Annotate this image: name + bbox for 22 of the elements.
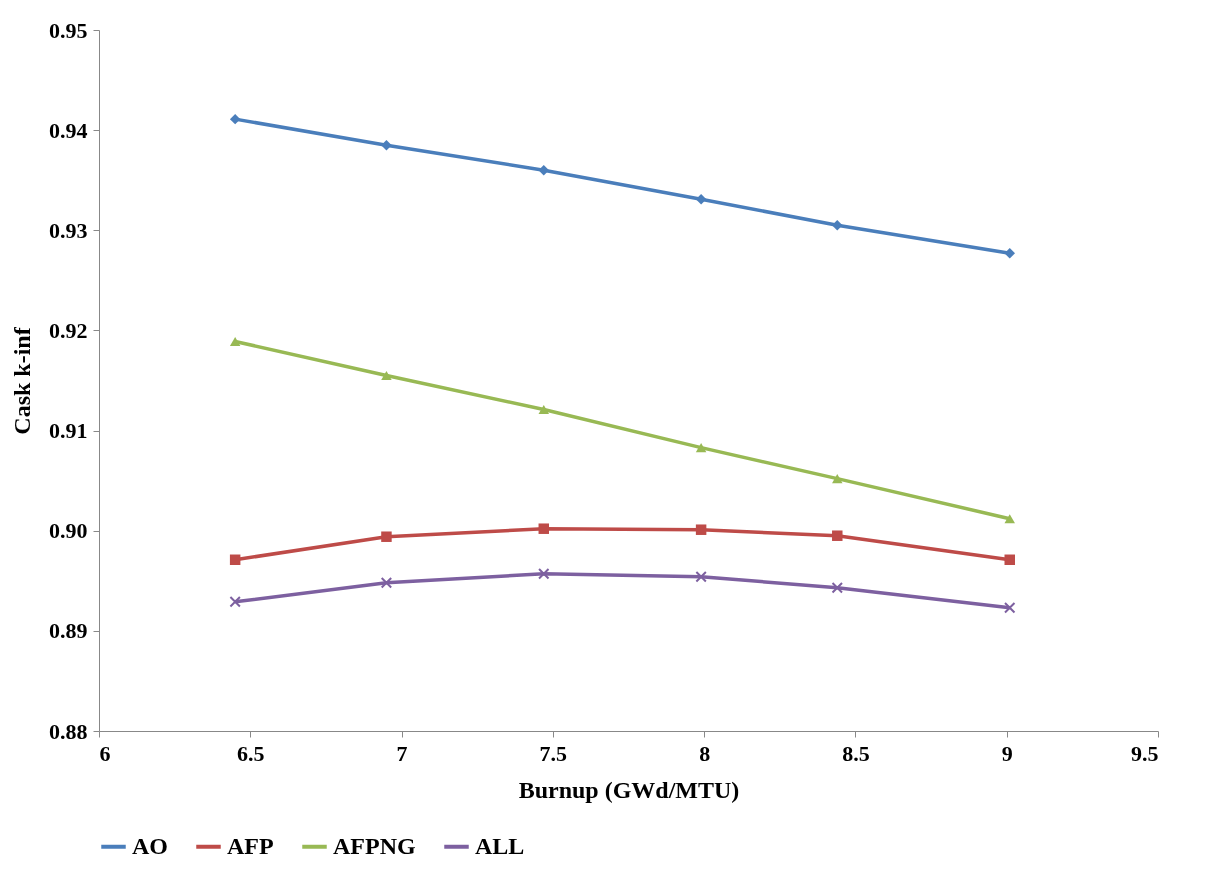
y-tick-label: 0.94	[49, 117, 88, 143]
x-tick-label: 6	[99, 740, 111, 766]
y-tick-label: 0.95	[49, 17, 88, 43]
x-tick-label: 7	[396, 740, 408, 766]
legend-label: AFP	[227, 832, 274, 859]
legend-label: ALL	[475, 832, 525, 859]
y-tick-label: 0.91	[49, 418, 88, 444]
y-axis-title: Cask k-inf	[9, 326, 35, 435]
y-tick-label: 0.90	[49, 518, 88, 544]
y-tick-label: 0.92	[49, 317, 88, 343]
y-tick-label: 0.93	[49, 217, 88, 243]
x-tick-label: 9	[1001, 740, 1013, 766]
x-tick-label: 8.5	[842, 740, 870, 766]
x-tick-label: 7.5	[539, 740, 568, 766]
x-tick-label: 8	[699, 740, 711, 766]
y-tick-label: 0.88	[49, 718, 88, 744]
y-tick-label: 0.89	[49, 618, 88, 644]
legend-label: AFPNG	[333, 832, 416, 859]
x-tick-label: 9.5	[1131, 740, 1159, 766]
x-axis-title: Burnup (GWd/MTU)	[518, 776, 740, 803]
legend-label: AO	[132, 832, 168, 859]
x-tick-label: 6.5	[237, 740, 265, 766]
